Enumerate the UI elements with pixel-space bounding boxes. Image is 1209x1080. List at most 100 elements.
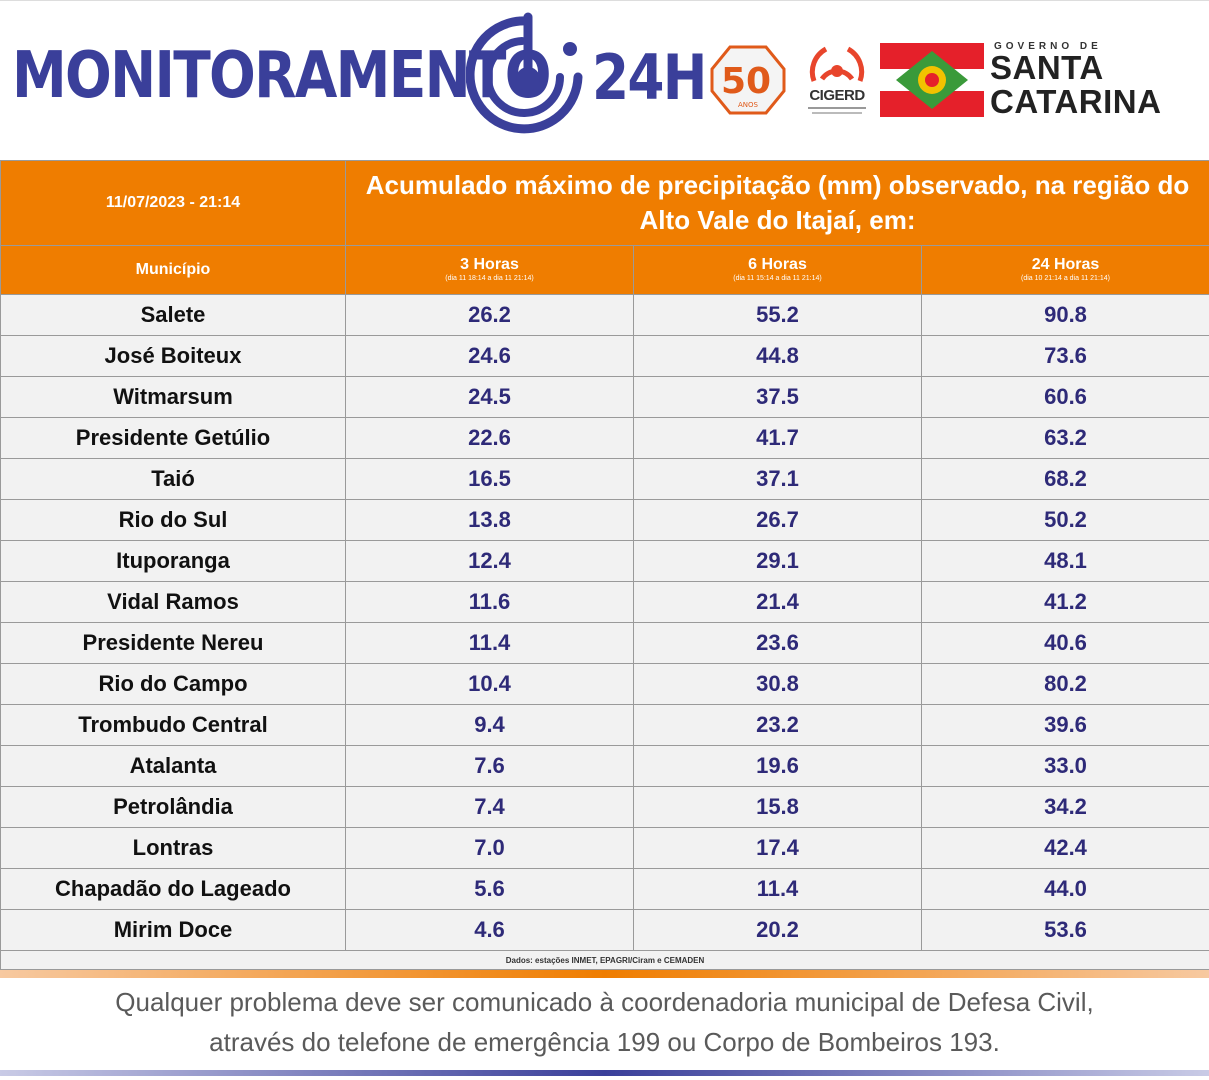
value-3h-cell: 24.5	[345, 376, 634, 418]
municipality-cell: Lontras	[0, 827, 346, 869]
municipality-cell: Salete	[0, 294, 346, 336]
value-6h-cell: 23.6	[633, 622, 922, 664]
value-6h-cell: 41.7	[633, 417, 922, 459]
value-6h-cell: 23.2	[633, 704, 922, 746]
table-row: Salete 26.2 55.2 90.8	[0, 294, 1209, 336]
header-banner: MONITORAMENTO 24H 50 ANOS CIGERD GOVERNO…	[0, 0, 1209, 161]
table-row: Mirim Doce 4.6 20.2 53.6	[0, 909, 1209, 951]
value-6h-cell: 11.4	[633, 868, 922, 910]
table-row: Presidente Getúlio 22.6 41.7 63.2	[0, 417, 1209, 459]
santa-catarina-flag-icon	[880, 43, 984, 117]
emergency-notice: Qualquer problema deve ser comunicado à …	[0, 982, 1209, 1062]
value-3h-cell: 7.4	[345, 786, 634, 828]
notice-line1: Qualquer problema deve ser comunicado à …	[115, 987, 1094, 1017]
municipality-cell: Atalanta	[0, 745, 346, 787]
value-3h-cell: 9.4	[345, 704, 634, 746]
value-6h-cell: 17.4	[633, 827, 922, 869]
broadcast-icon	[809, 46, 865, 82]
value-6h-cell: 30.8	[633, 663, 922, 705]
table-row: Taió 16.5 37.1 68.2	[0, 458, 1209, 500]
report-date: 11/07/2023 - 21:14	[0, 160, 346, 246]
value-3h-cell: 13.8	[345, 499, 634, 541]
column-header-6h: 6 Horas (dia 11 15:14 a dia 11 21:14)	[633, 245, 922, 295]
value-6h-cell: 20.2	[633, 909, 922, 951]
value-6h-cell: 19.6	[633, 745, 922, 787]
value-24h-cell: 40.6	[920, 622, 1209, 664]
value-6h-cell: 21.4	[633, 581, 922, 623]
notice-line2: através do telefone de emergência 199 ou…	[209, 1027, 1000, 1057]
value-3h-cell: 10.4	[345, 663, 634, 705]
value-24h-cell: 68.2	[920, 458, 1209, 500]
column-header-3h: 3 Horas (dia 11 18:14 a dia 11 21:14)	[345, 245, 634, 295]
cigerd-logo: CIGERD	[804, 41, 870, 123]
municipality-cell: Rio do Campo	[0, 663, 346, 705]
state-name-line2: CATARINA	[990, 83, 1162, 120]
government-prefix: GOVERNO DE	[994, 41, 1102, 52]
municipality-cell: Presidente Getúlio	[0, 417, 346, 459]
value-6h-cell: 29.1	[633, 540, 922, 582]
municipality-cell: José Boiteux	[0, 335, 346, 377]
value-24h-cell: 44.0	[920, 868, 1209, 910]
value-3h-cell: 4.6	[345, 909, 634, 951]
value-24h-cell: 80.2	[920, 663, 1209, 705]
municipality-cell: Ituporanga	[0, 540, 346, 582]
municipality-cell: Rio do Sul	[0, 499, 346, 541]
value-3h-cell: 7.6	[345, 745, 634, 787]
value-6h-cell: 44.8	[633, 335, 922, 377]
divider-orange	[0, 970, 1209, 978]
table-row: Petrolândia 7.4 15.8 34.2	[0, 786, 1209, 828]
table-row: Chapadão do Lageado 5.6 11.4 44.0	[0, 868, 1209, 910]
municipality-cell: Presidente Nereu	[0, 622, 346, 664]
value-3h-cell: 7.0	[345, 827, 634, 869]
value-24h-cell: 39.6	[920, 704, 1209, 746]
column-header-24h: 24 Horas (dia 10 21:14 a dia 11 21:14)	[920, 245, 1209, 295]
monitoring-signal-icon	[466, 12, 583, 134]
brand-24h: 24H	[592, 41, 707, 114]
table-row: Rio do Sul 13.8 26.7 50.2	[0, 499, 1209, 541]
value-3h-cell: 26.2	[345, 294, 634, 336]
value-3h-cell: 11.6	[345, 581, 634, 623]
municipality-cell: Mirim Doce	[0, 909, 346, 951]
table-row: Lontras 7.0 17.4 42.4	[0, 827, 1209, 869]
table-row: Vidal Ramos 11.6 21.4 41.2	[0, 581, 1209, 623]
municipality-cell: Chapadão do Lageado	[0, 868, 346, 910]
value-24h-cell: 33.0	[920, 745, 1209, 787]
value-3h-cell: 11.4	[345, 622, 634, 664]
value-24h-cell: 90.8	[920, 294, 1209, 336]
municipality-cell: Taió	[0, 458, 346, 500]
value-24h-cell: 63.2	[920, 417, 1209, 459]
value-24h-cell: 48.1	[920, 540, 1209, 582]
state-name-line1: SANTA	[990, 49, 1104, 86]
value-6h-cell: 26.7	[633, 499, 922, 541]
value-24h-cell: 50.2	[920, 499, 1209, 541]
municipality-cell: Petrolândia	[0, 786, 346, 828]
cigerd-label: CIGERD	[809, 87, 865, 104]
value-6h-cell: 37.1	[633, 458, 922, 500]
municipality-cell: Witmarsum	[0, 376, 346, 418]
value-3h-cell: 5.6	[345, 868, 634, 910]
table-row: Ituporanga 12.4 29.1 48.1	[0, 540, 1209, 582]
value-3h-cell: 22.6	[345, 417, 634, 459]
fifty-years-badge-icon: 50 ANOS	[710, 45, 786, 115]
value-6h-cell: 15.8	[633, 786, 922, 828]
municipality-cell: Trombudo Central	[0, 704, 346, 746]
value-3h-cell: 16.5	[345, 458, 634, 500]
data-source-note: Dados: estações INMET, EPAGRI/Ciram e CE…	[0, 950, 1209, 970]
value-6h-cell: 37.5	[633, 376, 922, 418]
divider-blue	[0, 1070, 1209, 1076]
value-24h-cell: 41.2	[920, 581, 1209, 623]
column-header-city: Município	[0, 245, 346, 295]
state-name: SANTA CATARINA	[990, 51, 1161, 119]
value-24h-cell: 34.2	[920, 786, 1209, 828]
brand-wordmark: MONITORAMENTO	[12, 39, 552, 113]
precipitation-table: 11/07/2023 - 21:14 Acumulado máximo de p…	[0, 160, 1209, 970]
value-3h-cell: 24.6	[345, 335, 634, 377]
svg-text:ANOS: ANOS	[738, 101, 759, 109]
svg-text:50: 50	[721, 61, 771, 102]
value-6h-cell: 55.2	[633, 294, 922, 336]
table-row: José Boiteux 24.6 44.8 73.6	[0, 335, 1209, 377]
table-row: Rio do Campo 10.4 30.8 80.2	[0, 663, 1209, 705]
table-row: Witmarsum 24.5 37.5 60.6	[0, 376, 1209, 418]
value-24h-cell: 53.6	[920, 909, 1209, 951]
table-row: Atalanta 7.6 19.6 33.0	[0, 745, 1209, 787]
